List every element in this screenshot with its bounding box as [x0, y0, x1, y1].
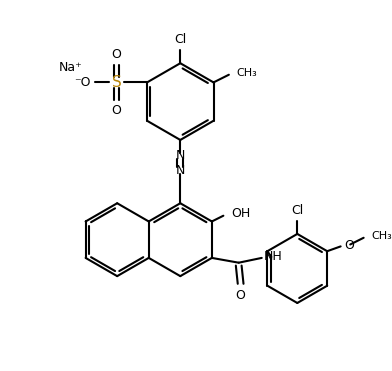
Text: CH₃: CH₃: [236, 68, 257, 78]
Text: ⁻O: ⁻O: [74, 76, 91, 89]
Text: Na⁺: Na⁺: [58, 60, 82, 73]
Text: S: S: [111, 75, 121, 90]
Text: Cl: Cl: [291, 204, 303, 217]
Text: OH: OH: [231, 207, 250, 220]
Text: O: O: [345, 239, 354, 252]
Text: O: O: [236, 289, 245, 302]
Text: O: O: [111, 104, 122, 116]
Text: NH: NH: [264, 250, 282, 263]
Text: CH₃: CH₃: [371, 231, 392, 241]
Text: O: O: [111, 48, 122, 61]
Text: N: N: [176, 149, 185, 162]
Text: N: N: [176, 164, 185, 177]
Text: Cl: Cl: [174, 33, 187, 46]
